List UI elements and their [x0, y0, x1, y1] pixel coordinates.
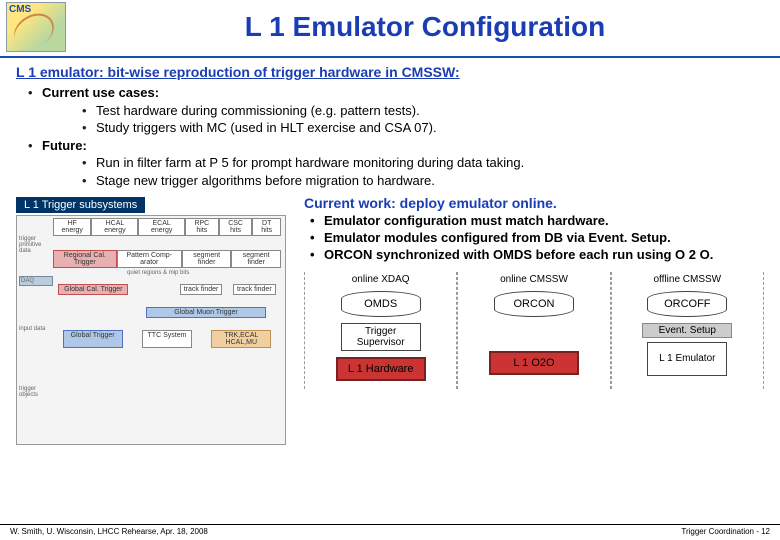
- col-online-cmssw: online CMSSW ORCON L 1 O2O: [457, 272, 610, 389]
- col-title: online CMSSW: [462, 274, 605, 285]
- subtitle: L 1 emulator: bit-wise reproduction of t…: [16, 64, 764, 80]
- list-item: Run in filter farm at P 5 for prompt har…: [96, 154, 764, 172]
- eventsetup-bar: Event. Setup: [642, 323, 732, 338]
- col-online-xdaq: online XDAQ OMDS Trigger Supervisor L 1 …: [304, 272, 457, 389]
- col-title: offline CMSSW: [616, 274, 759, 285]
- dbox: track finder: [233, 284, 276, 295]
- diagram-zone: L 1 Trigger subsystems trigger primitive…: [16, 195, 296, 445]
- dbox: DT hits: [252, 218, 281, 236]
- footer-right: Trigger Coordination - 12: [681, 527, 770, 536]
- header: CMS L 1 Emulator Configuration: [0, 0, 780, 58]
- side-label: input data: [19, 326, 53, 332]
- db-icon: ORCOFF: [647, 291, 727, 317]
- col-title: online XDAQ: [309, 274, 452, 285]
- label: Current use cases:: [42, 85, 159, 100]
- dbox: Global Muon Trigger: [146, 307, 266, 318]
- dbox: RPC hits: [185, 218, 219, 236]
- list-item: Stage new trigger algorithms before migr…: [96, 172, 764, 190]
- cms-logo-icon: CMS: [6, 2, 66, 52]
- dbox: CSC hits: [219, 218, 253, 236]
- list-item: Current use cases: Test hardware during …: [42, 84, 764, 137]
- dbox: Regional Cal. Trigger: [53, 250, 117, 268]
- label: Future:: [42, 138, 87, 153]
- side-label: trigger objects: [19, 386, 53, 398]
- page-title: L 1 Emulator Configuration: [80, 11, 770, 43]
- dbox: segment finder: [231, 250, 281, 268]
- footer: W. Smith, U. Wisconsin, LHCC Rehearse, A…: [0, 524, 780, 536]
- lower-section: L 1 Trigger subsystems trigger primitive…: [16, 195, 764, 445]
- dbox: track finder: [180, 284, 223, 295]
- list-item: Future: Run in filter farm at P 5 for pr…: [42, 137, 764, 190]
- o2o-box: L 1 O2O: [489, 351, 579, 375]
- dbox: ECAL energy: [138, 218, 185, 236]
- dbox: segment finder: [182, 250, 232, 268]
- current-work-heading: Current work: deploy emulator online.: [304, 195, 764, 211]
- current-work-list: Emulator configuration must match hardwa…: [304, 213, 764, 264]
- list-item: ORCON synchronized with OMDS before each…: [324, 247, 764, 264]
- footer-left: W. Smith, U. Wisconsin, LHCC Rehearse, A…: [10, 527, 208, 536]
- diagram-label: L 1 Trigger subsystems: [16, 197, 145, 213]
- right-zone: Current work: deploy emulator online. Em…: [296, 195, 764, 445]
- trigger-diagram: trigger primitive data HF energy HCAL en…: [16, 215, 286, 445]
- note: quiet regions & mip bits: [127, 270, 285, 276]
- bullet-list-top: Current use cases: Test hardware during …: [16, 84, 764, 189]
- list-item: Emulator modules configured from DB via …: [324, 230, 764, 247]
- dbox: Global Trigger: [63, 330, 123, 348]
- dbox: TRK,ECAL HCAL,MU: [211, 330, 271, 348]
- dbox: HCAL energy: [91, 218, 138, 236]
- hardware-box: L 1 Hardware: [336, 357, 426, 381]
- architecture-diagram: online XDAQ OMDS Trigger Supervisor L 1 …: [304, 272, 764, 389]
- db-icon: OMDS: [341, 291, 421, 317]
- list-item: Test hardware during commissioning (e.g.…: [96, 102, 764, 120]
- content: L 1 emulator: bit-wise reproduction of t…: [0, 58, 780, 445]
- col-offline-cmssw: offline CMSSW ORCOFF Event. Setup L 1 Em…: [611, 272, 764, 389]
- list-item: Emulator configuration must match hardwa…: [324, 213, 764, 230]
- daq-icon: DAQ: [19, 276, 53, 286]
- dbox: Pattern Comp-arator: [117, 250, 182, 268]
- dbox: Global Cal. Trigger: [58, 284, 128, 295]
- dbox: HF energy: [53, 218, 91, 236]
- list-item: Study triggers with MC (used in HLT exer…: [96, 119, 764, 137]
- db-icon: ORCON: [494, 291, 574, 317]
- emulator-box: L 1 Emulator: [647, 342, 727, 376]
- box: Trigger Supervisor: [341, 323, 421, 351]
- dbox: TTC System: [142, 330, 192, 348]
- side-label: trigger primitive data: [19, 236, 53, 254]
